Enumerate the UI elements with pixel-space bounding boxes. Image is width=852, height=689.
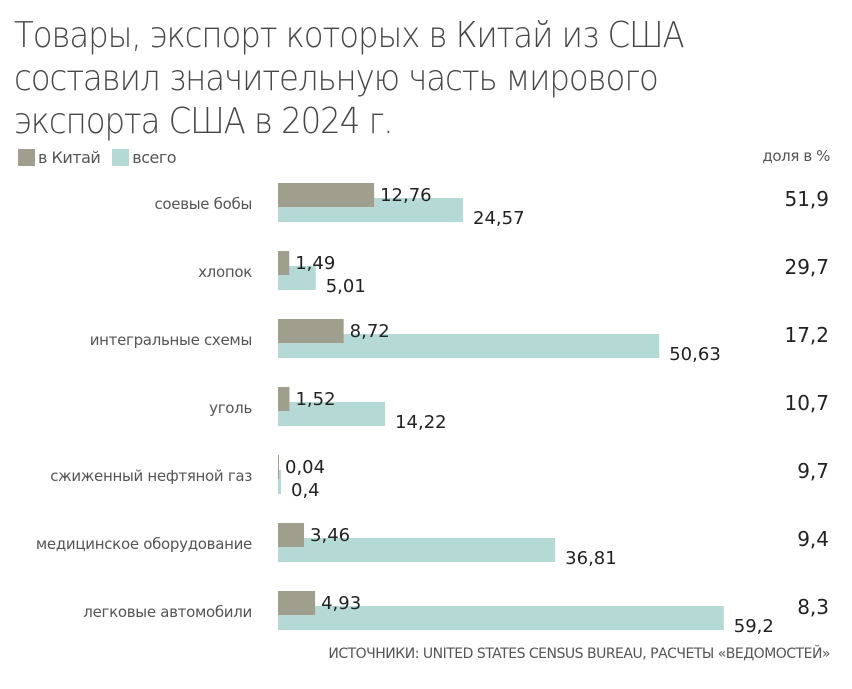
bar-china bbox=[278, 183, 375, 207]
legend-swatch-china bbox=[18, 148, 35, 166]
value-label-china: 1,49 bbox=[295, 253, 335, 274]
share-value: 9,4 bbox=[797, 527, 829, 551]
title-line-3: экспорта США в 2024 г. bbox=[14, 101, 394, 142]
bar-total bbox=[278, 402, 386, 426]
value-label-china: 4,93 bbox=[321, 593, 361, 614]
value-label-total: 36,81 bbox=[565, 548, 617, 569]
legend-label-total: всего bbox=[132, 147, 177, 167]
legend: в Китай всего bbox=[18, 147, 188, 167]
bar-total bbox=[278, 470, 282, 494]
title-line-1: Товары, экспорт которых в Китай из США bbox=[14, 15, 685, 56]
bar-total bbox=[278, 538, 556, 562]
category-label: легковые автомобили bbox=[83, 603, 252, 621]
legend-label-china: в Китай bbox=[38, 147, 101, 167]
value-label-total: 0,4 bbox=[291, 480, 320, 501]
value-label-total: 5,01 bbox=[326, 276, 366, 297]
value-label-total: 24,57 bbox=[473, 208, 525, 229]
bar-china bbox=[278, 387, 290, 411]
value-label-china: 3,46 bbox=[310, 525, 350, 546]
share-value: 9,7 bbox=[797, 459, 829, 483]
category-label: медицинское оборудование bbox=[36, 535, 252, 553]
value-label-china: 1,52 bbox=[295, 389, 335, 410]
value-label-china: 0,04 bbox=[285, 457, 325, 478]
bar-china bbox=[278, 455, 279, 479]
category-label: хлопок bbox=[198, 263, 252, 281]
value-label-china: 12,76 bbox=[380, 185, 432, 206]
category-label: уголь bbox=[209, 399, 252, 417]
bar-total bbox=[278, 606, 724, 630]
value-label-total: 50,63 bbox=[669, 344, 721, 365]
bar-china bbox=[278, 591, 316, 615]
source-note: ИСТОЧНИКИ: UNITED STATES CENSUS BUREAU, … bbox=[328, 646, 830, 662]
bar-china bbox=[278, 251, 290, 275]
share-value: 10,7 bbox=[784, 391, 829, 415]
category-label: сжиженный нефтяной газ bbox=[50, 467, 252, 485]
share-column-header: доля в % bbox=[762, 147, 830, 165]
category-label: интегральные схемы bbox=[90, 331, 252, 349]
value-label-total: 14,22 bbox=[395, 412, 447, 433]
share-value: 29,7 bbox=[784, 255, 829, 279]
chart-title: Товары, экспорт которых в Китай из США с… bbox=[14, 14, 698, 143]
share-value: 51,9 bbox=[784, 187, 829, 211]
legend-swatch-total bbox=[112, 148, 130, 166]
category-label: соевые бобы bbox=[154, 195, 252, 213]
title-line-2: составил значительную часть мирового bbox=[14, 58, 659, 99]
legend-item-china: в Китай bbox=[18, 147, 101, 167]
share-value: 17,2 bbox=[784, 323, 829, 347]
bar-china bbox=[278, 319, 344, 343]
value-label-china: 8,72 bbox=[350, 321, 390, 342]
bar-china bbox=[278, 523, 305, 547]
legend-item-total: всего bbox=[112, 147, 177, 167]
value-label-total: 59,2 bbox=[734, 616, 774, 637]
share-value: 8,3 bbox=[797, 595, 829, 619]
